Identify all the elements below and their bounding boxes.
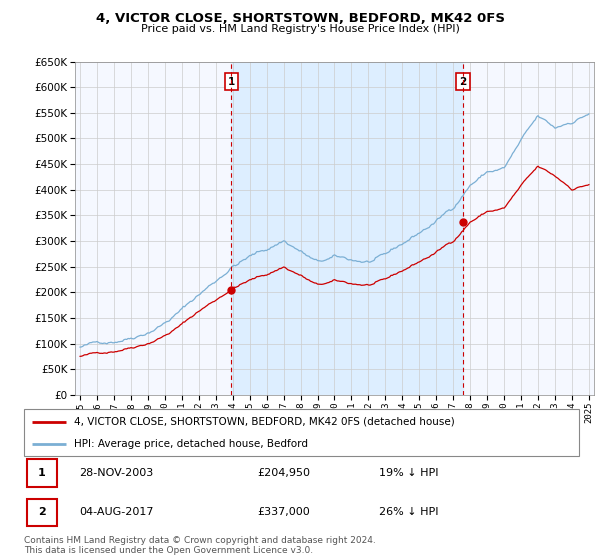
Text: 26% ↓ HPI: 26% ↓ HPI <box>379 507 439 517</box>
Text: 4, VICTOR CLOSE, SHORTSTOWN, BEDFORD, MK42 0FS (detached house): 4, VICTOR CLOSE, SHORTSTOWN, BEDFORD, MK… <box>74 417 455 427</box>
Text: 4, VICTOR CLOSE, SHORTSTOWN, BEDFORD, MK42 0FS: 4, VICTOR CLOSE, SHORTSTOWN, BEDFORD, MK… <box>95 12 505 25</box>
Text: 2: 2 <box>460 77 467 87</box>
Text: 1: 1 <box>228 77 235 87</box>
Bar <box>232 62 463 395</box>
Text: 04-AUG-2017: 04-AUG-2017 <box>79 507 154 517</box>
Text: 1: 1 <box>38 468 46 478</box>
Text: £337,000: £337,000 <box>257 507 310 517</box>
FancyBboxPatch shape <box>24 409 579 456</box>
Text: Price paid vs. HM Land Registry's House Price Index (HPI): Price paid vs. HM Land Registry's House … <box>140 24 460 34</box>
Text: £204,950: £204,950 <box>257 468 310 478</box>
Text: 19% ↓ HPI: 19% ↓ HPI <box>379 468 439 478</box>
Text: 2: 2 <box>38 507 46 517</box>
Text: HPI: Average price, detached house, Bedford: HPI: Average price, detached house, Bedf… <box>74 438 308 449</box>
FancyBboxPatch shape <box>27 499 58 526</box>
Text: Contains HM Land Registry data © Crown copyright and database right 2024.
This d: Contains HM Land Registry data © Crown c… <box>24 536 376 556</box>
FancyBboxPatch shape <box>27 459 58 487</box>
Text: 28-NOV-2003: 28-NOV-2003 <box>79 468 154 478</box>
